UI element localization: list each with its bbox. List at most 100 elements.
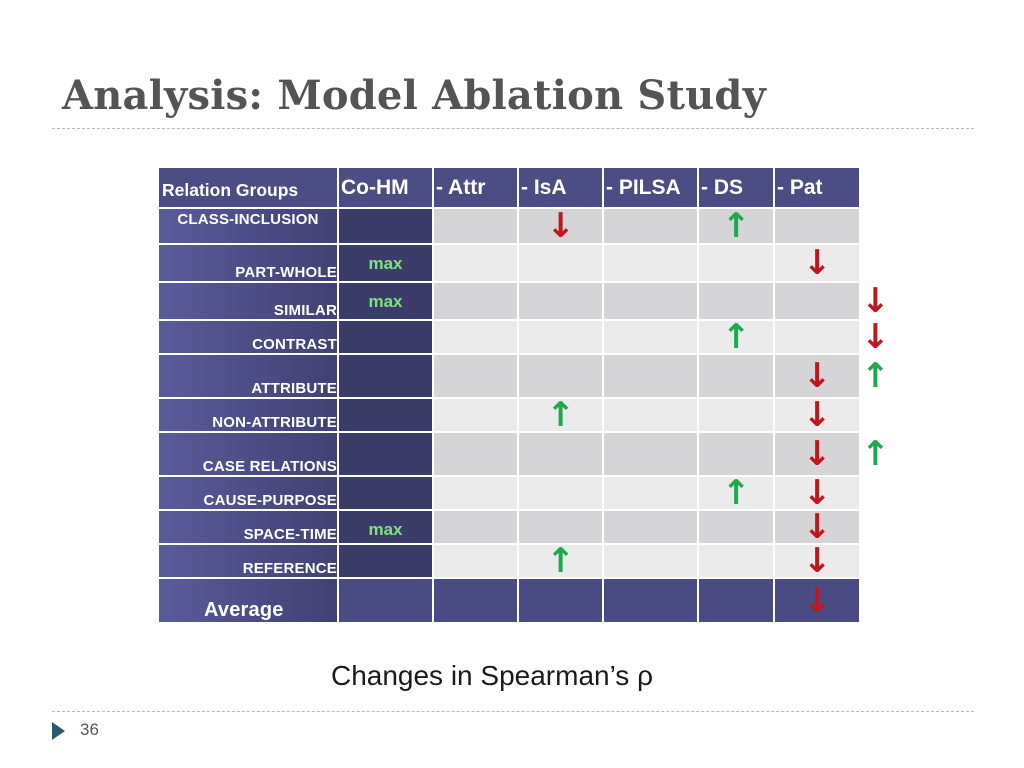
row-label: REFERENCE — [157, 543, 339, 579]
change-cell — [602, 543, 699, 579]
average-row: Average ↓ — [157, 577, 861, 624]
table-row: SPACE-TIME max ↓ — [157, 509, 861, 545]
change-cell — [517, 243, 604, 283]
change-cell — [697, 431, 775, 477]
table-row: CLASS-INCLUSION ↓ ↑ — [157, 206, 861, 246]
change-cell: ↓ — [773, 475, 861, 511]
table-row: CAUSE-PURPOSE ↑ ↓ — [157, 475, 861, 511]
change-cell: ↓ — [773, 431, 861, 477]
red-down-arrow-icon: ↓ — [802, 434, 832, 474]
change-cell: ↑ — [697, 475, 775, 511]
co-hm-cell — [337, 353, 434, 399]
slide-title: Analysis: Model Ablation Study — [62, 72, 767, 119]
change-cell — [697, 397, 775, 433]
change-cell: ↓ — [773, 243, 861, 283]
change-cell — [432, 353, 519, 399]
table-row: CONTRAST ↑ ↓ — [157, 317, 890, 357]
change-cell — [602, 509, 699, 545]
header-relation-groups: Relation Groups — [157, 166, 339, 209]
change-cell: ↓ — [517, 206, 604, 246]
change-cell — [432, 431, 519, 477]
change-cell — [773, 319, 861, 355]
green-up-arrow-icon: ↑ — [546, 541, 575, 581]
change-cell — [432, 397, 519, 433]
change-cell — [432, 243, 519, 283]
table-row: SIMILAR max ↓ — [157, 281, 890, 321]
change-cell — [517, 577, 604, 624]
red-down-arrow-icon: ↓ — [802, 356, 832, 396]
change-cell — [697, 353, 775, 399]
change-cell — [602, 319, 699, 355]
header-pat: - Pat — [773, 166, 861, 209]
table-caption: Changes in Spearman’s ρ — [330, 660, 654, 691]
row-label: ATTRIBUTE — [157, 353, 339, 399]
table-row: CASE RELATIONS ↓ ↑ — [157, 431, 890, 477]
change-cell — [517, 509, 604, 545]
row-label: CLASS-INCLUSION — [157, 207, 339, 245]
ablation-table: Relation Groups Co-HM - Attr - IsA - PIL… — [157, 166, 890, 624]
change-cell: ↓ — [773, 577, 861, 624]
red-down-arrow-icon: ↓ — [802, 580, 832, 621]
change-cell — [697, 243, 775, 283]
page-number: 36 — [80, 720, 99, 739]
change-cell — [517, 281, 604, 321]
change-cell: ↑ — [697, 317, 775, 357]
change-cell — [432, 577, 519, 624]
table-row: REFERENCE ↑ ↓ — [157, 541, 861, 581]
change-cell — [602, 431, 699, 477]
row-label: Average — [157, 577, 339, 624]
footer-triangle-icon — [52, 722, 65, 740]
change-cell — [773, 207, 861, 245]
change-cell — [432, 281, 519, 321]
change-cell — [697, 509, 775, 545]
change-cell — [602, 577, 699, 624]
max-label: max — [368, 520, 403, 539]
change-cell: ↑ — [517, 397, 604, 433]
table-row: NON-ATTRIBUTE ↑ ↓ — [157, 395, 861, 435]
change-cell: ↓ — [773, 395, 861, 435]
red-down-arrow-icon: ↓ — [802, 541, 832, 581]
co-hm-cell — [337, 577, 434, 624]
change-cell — [697, 281, 775, 321]
row-label: SPACE-TIME — [157, 509, 339, 545]
change-cell: ↓ — [773, 541, 861, 581]
green-up-arrow-icon: ↑ — [721, 317, 751, 357]
table-header-row: Relation Groups Co-HM - Attr - IsA - PIL… — [157, 166, 861, 209]
table-body: CLASS-INCLUSION ↓ ↑ PART-WHOLE max ↓ SIMILAR ma… — [157, 206, 890, 624]
co-hm-cell: max — [337, 281, 434, 321]
row-label: CAUSE-PURPOSE — [157, 475, 339, 511]
co-hm-cell: max — [337, 243, 434, 283]
co-hm-cell: max — [337, 509, 434, 545]
change-cell: ↓ — [773, 353, 861, 399]
co-hm-cell — [337, 207, 434, 245]
change-cell: ↓ — [773, 509, 861, 545]
green-up-arrow-icon: ↑ — [721, 206, 751, 246]
change-cell — [517, 431, 604, 477]
red-down-arrow-icon: ↓ — [802, 395, 832, 435]
co-hm-cell — [337, 431, 434, 477]
co-hm-cell — [337, 319, 434, 355]
change-cell: ↑ — [697, 206, 775, 246]
change-cell — [602, 475, 699, 511]
change-cell — [517, 319, 604, 355]
row-label: SIMILAR — [157, 281, 339, 321]
header-isa: - IsA — [517, 166, 604, 209]
header-attr: - Attr — [432, 166, 519, 209]
title-divider — [52, 128, 974, 129]
red-down-arrow-icon: ↓ — [546, 206, 575, 246]
max-label: max — [368, 292, 403, 311]
change-cell: ↑ — [517, 541, 604, 581]
co-hm-cell — [337, 397, 434, 433]
red-down-arrow-icon: ↓ — [802, 243, 832, 283]
red-down-arrow-icon: ↓ — [861, 317, 890, 357]
co-hm-cell — [337, 543, 434, 579]
row-label: NON-ATTRIBUTE — [157, 397, 339, 433]
change-cell — [517, 475, 604, 511]
change-cell — [432, 509, 519, 545]
change-cell — [602, 207, 699, 245]
row-label: PART-WHOLE — [157, 243, 339, 283]
green-up-arrow-icon: ↑ — [861, 356, 890, 396]
change-cell — [697, 543, 775, 579]
row-label: CASE RELATIONS — [157, 431, 339, 477]
change-cell — [602, 353, 699, 399]
